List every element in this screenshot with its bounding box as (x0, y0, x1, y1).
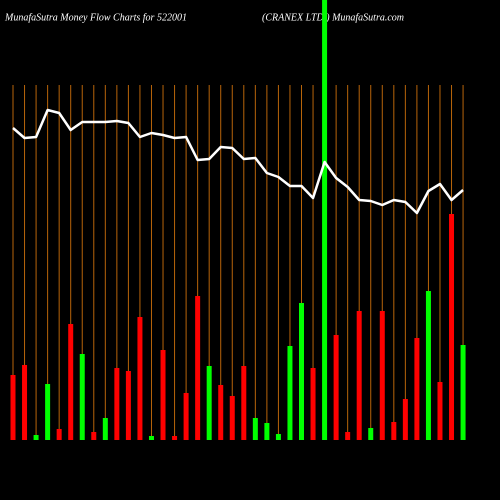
bar (148, 436, 154, 440)
bar (56, 429, 62, 440)
bar (356, 311, 362, 440)
bar (183, 393, 189, 440)
bar (10, 375, 16, 440)
bar (218, 385, 224, 440)
money-flow-line (12, 108, 464, 215)
bar (102, 418, 108, 440)
bar (299, 303, 304, 440)
bar (391, 422, 397, 440)
bar (172, 436, 178, 440)
bar (437, 382, 443, 440)
bar (287, 346, 293, 440)
bar (68, 324, 74, 440)
bar (402, 399, 408, 440)
bar (425, 291, 431, 440)
bar (310, 368, 316, 440)
bar (229, 396, 235, 440)
bar (414, 338, 420, 440)
bar (264, 423, 270, 440)
bar (33, 435, 39, 440)
bar (114, 368, 120, 440)
bar (125, 371, 131, 440)
bar (91, 432, 97, 440)
bar (195, 296, 201, 440)
bar (22, 365, 28, 440)
bar (345, 432, 351, 440)
chart-title: MunafaSutra Money Flow Charts for 522001 (4, 12, 187, 23)
bar (275, 434, 281, 440)
bar (333, 335, 339, 440)
bar (160, 350, 166, 440)
bar (206, 366, 212, 440)
bar (79, 354, 85, 440)
chart-subtitle: (CRANEX LTD.) MunafaSutra.com (262, 12, 404, 23)
bar (241, 366, 247, 440)
bar (137, 317, 143, 440)
bar (368, 428, 374, 440)
bar (379, 311, 385, 440)
bar (460, 345, 466, 440)
bar (252, 418, 258, 440)
bar (449, 214, 455, 440)
bar (322, 0, 328, 440)
bar (45, 384, 51, 440)
